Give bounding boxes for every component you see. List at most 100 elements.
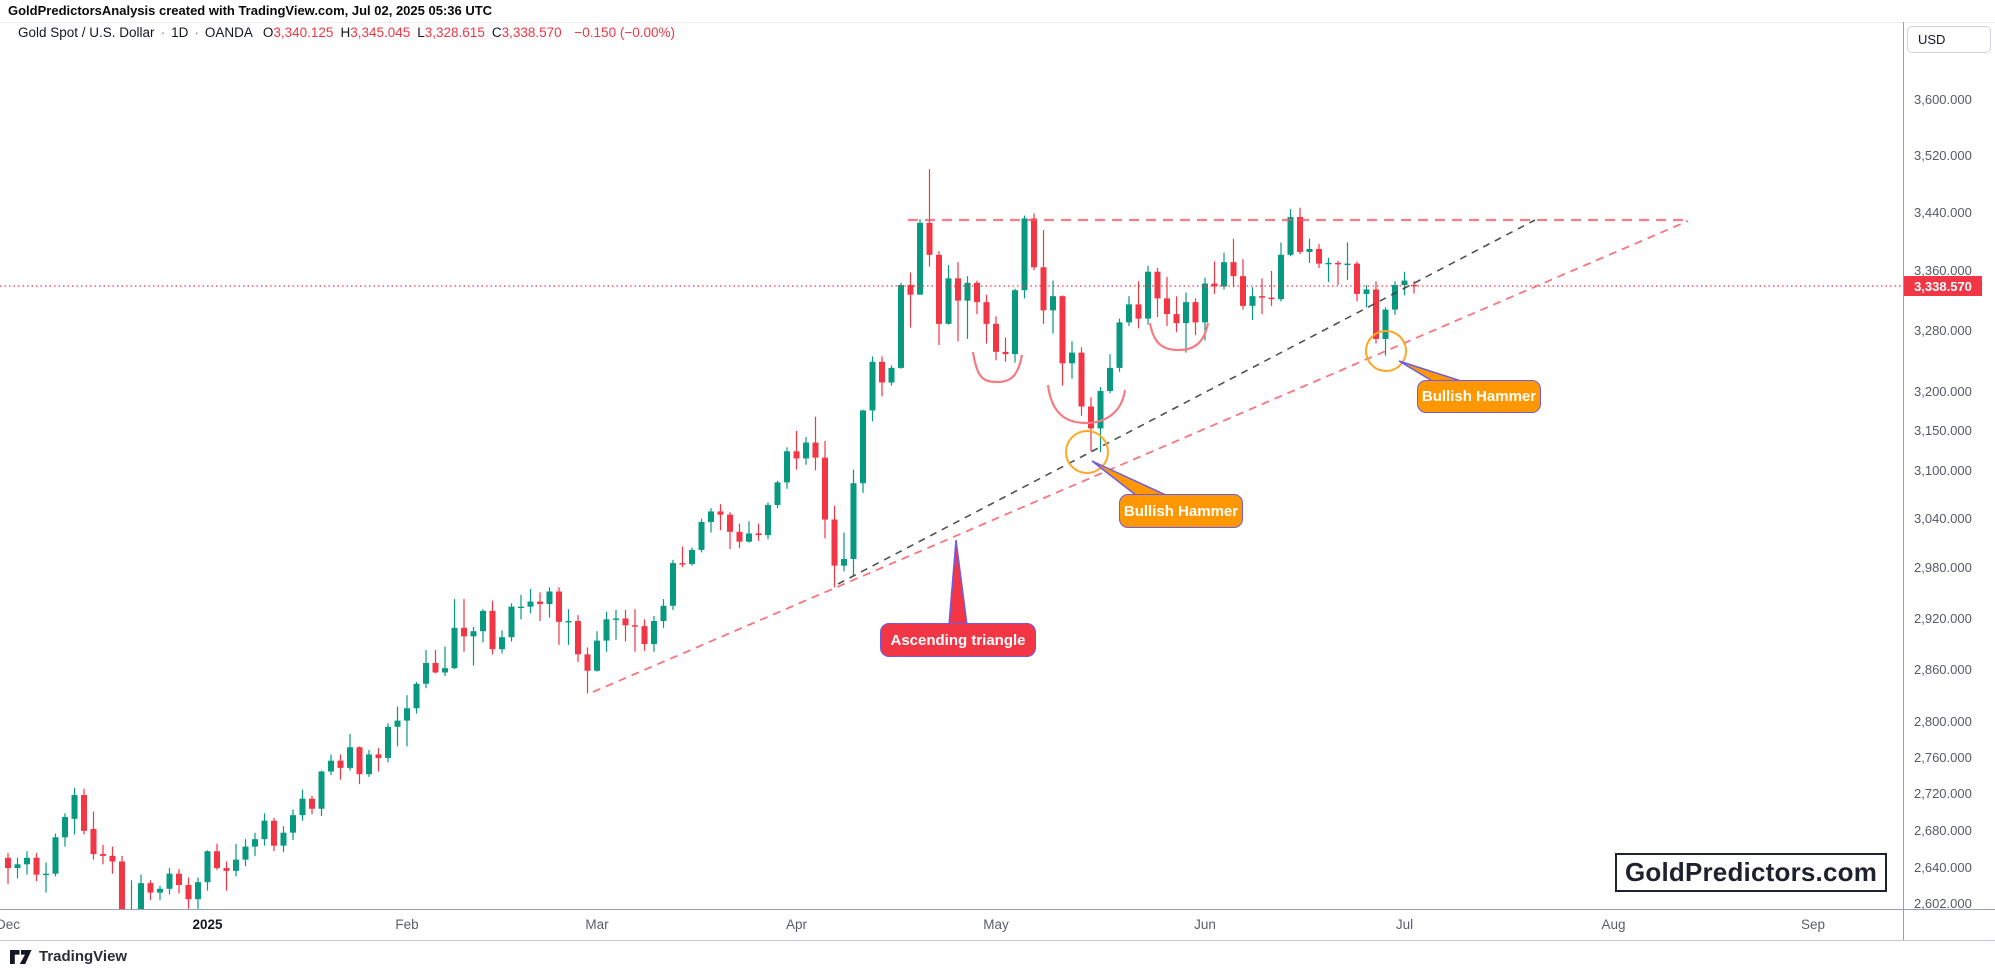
candle xyxy=(423,650,429,689)
time-axis-label-jul: Jul xyxy=(1395,917,1414,932)
candle-body xyxy=(1012,290,1018,355)
ohlc-field: O3,340.125 xyxy=(262,25,334,40)
candle xyxy=(708,508,714,533)
candle-body xyxy=(100,854,106,856)
candle-body xyxy=(879,361,885,383)
candle xyxy=(860,409,866,493)
candle xyxy=(366,749,372,777)
dip-arc-1[interactable] xyxy=(971,351,1024,384)
candle xyxy=(461,599,467,652)
candle xyxy=(43,862,49,893)
price-tick-label: 3,360.000 xyxy=(1914,263,1972,279)
candle-body xyxy=(62,817,68,838)
price-tick-label: 2,760.000 xyxy=(1914,750,1972,766)
candle-body xyxy=(527,601,534,607)
hammer-circle-1[interactable] xyxy=(1065,430,1109,474)
time-axis-label-apr: Apr xyxy=(785,917,808,932)
candle-body xyxy=(907,285,914,295)
candle xyxy=(33,853,40,882)
bullish-hammer-2-pointer xyxy=(1398,360,1465,383)
candles-layer xyxy=(5,169,1417,909)
candle-body xyxy=(717,511,724,515)
candle xyxy=(527,588,534,614)
candle xyxy=(318,770,325,817)
candle-body xyxy=(1135,304,1142,319)
candle-body xyxy=(489,610,496,650)
dip-arc-2[interactable] xyxy=(1046,384,1127,425)
candle-body xyxy=(185,884,192,900)
candle-body xyxy=(1050,296,1056,311)
candle-body xyxy=(974,282,980,303)
candle xyxy=(1230,238,1237,288)
inner-rising-trendline-black[interactable] xyxy=(837,219,1536,585)
candle-body xyxy=(546,591,553,605)
candle xyxy=(1012,288,1018,363)
candle xyxy=(660,599,667,628)
candle-body xyxy=(755,533,762,536)
candle xyxy=(594,631,600,672)
time-axis-label-may: May xyxy=(983,917,1009,932)
candle-body xyxy=(774,482,781,505)
symbol-name[interactable]: Gold Spot / U.S. Dollar xyxy=(18,25,155,40)
candle xyxy=(185,877,192,909)
candle xyxy=(537,592,543,622)
candle xyxy=(442,646,448,676)
candle xyxy=(81,788,87,835)
candle-body xyxy=(261,820,268,840)
candle xyxy=(717,504,724,531)
page-title: GoldPredictorsAnalysis created with Trad… xyxy=(8,3,493,18)
candle-body xyxy=(290,815,296,833)
candle-body xyxy=(385,726,391,758)
currency-button[interactable]: USD xyxy=(1907,26,1991,53)
candle xyxy=(831,505,838,588)
candle-body xyxy=(822,457,828,520)
candle-body xyxy=(166,873,173,889)
candle xyxy=(1240,259,1246,310)
interval-label[interactable]: 1D xyxy=(171,25,189,40)
candle-body xyxy=(451,627,458,669)
candle xyxy=(565,609,572,645)
drawings-layer xyxy=(0,218,1903,693)
candle-body xyxy=(5,857,11,869)
time-axis-label-aug: Aug xyxy=(1601,917,1626,932)
bullish-hammer-2-label[interactable]: Bullish Hammer xyxy=(1417,380,1541,413)
candle-body xyxy=(1240,276,1246,306)
candle xyxy=(394,706,401,747)
candle-body xyxy=(318,771,325,809)
ascending-triangle-label[interactable]: Ascending triangle xyxy=(880,623,1036,657)
candle-body xyxy=(679,563,686,565)
exchange-label[interactable]: OANDA xyxy=(204,25,253,40)
candle-body xyxy=(860,410,866,484)
candle xyxy=(1392,281,1398,315)
candle-body xyxy=(1173,314,1180,324)
candle xyxy=(290,809,296,841)
dip-arc-3[interactable] xyxy=(1148,322,1210,352)
candle-body xyxy=(888,367,895,383)
tradingview-logo[interactable]: TradingView xyxy=(10,948,127,965)
hammer-circle-2[interactable] xyxy=(1365,330,1407,372)
candle-body xyxy=(1211,283,1218,287)
candle-body xyxy=(575,621,581,655)
candle-body xyxy=(917,222,923,295)
watermark-text: GoldPredictors.com xyxy=(1624,857,1878,887)
candle-body xyxy=(508,606,515,638)
candle-body xyxy=(299,798,306,816)
candle-body xyxy=(176,873,182,885)
candle xyxy=(698,518,705,553)
candle-body xyxy=(413,683,420,709)
candle xyxy=(1411,281,1417,294)
candle-body xyxy=(394,720,401,727)
candle xyxy=(964,276,971,339)
bullish-hammer-1-label[interactable]: Bullish Hammer xyxy=(1119,494,1243,528)
price-tick-label: 2,680.000 xyxy=(1914,822,1972,838)
symbol-info-row[interactable]: Gold Spot / U.S. Dollar · 1D · OANDA O3,340.… xyxy=(18,25,675,40)
separator-dot: · xyxy=(160,25,166,40)
triangle-rising-support-red[interactable] xyxy=(592,220,1689,693)
candle xyxy=(955,262,961,342)
candle-body xyxy=(461,627,467,637)
candle-body xyxy=(1278,254,1284,300)
candle-body xyxy=(1354,263,1360,294)
candle-body xyxy=(404,708,410,721)
candle-body xyxy=(1221,262,1227,287)
